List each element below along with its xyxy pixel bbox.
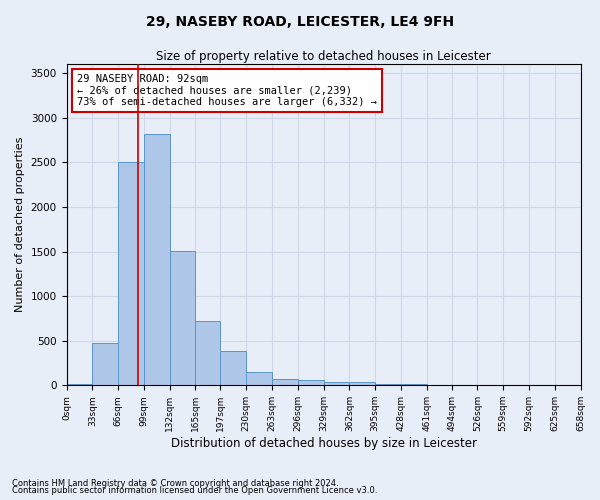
X-axis label: Distribution of detached houses by size in Leicester: Distribution of detached houses by size …: [170, 437, 476, 450]
Bar: [272, 378, 298, 386]
Y-axis label: Number of detached properties: Number of detached properties: [15, 137, 25, 312]
Bar: [170, 250, 196, 386]
Bar: [246, 372, 272, 386]
Bar: [67, 384, 92, 386]
Bar: [220, 350, 246, 386]
Bar: [298, 380, 323, 386]
Bar: [118, 162, 144, 386]
Text: Contains HM Land Registry data © Crown copyright and database right 2024.: Contains HM Land Registry data © Crown c…: [12, 478, 338, 488]
Text: 29 NASEBY ROAD: 92sqm
← 26% of detached houses are smaller (2,239)
73% of semi-d: 29 NASEBY ROAD: 92sqm ← 26% of detached …: [77, 74, 377, 107]
Bar: [144, 134, 170, 386]
Text: 29, NASEBY ROAD, LEICESTER, LE4 9FH: 29, NASEBY ROAD, LEICESTER, LE4 9FH: [146, 15, 454, 29]
Bar: [401, 384, 427, 386]
Bar: [323, 382, 349, 386]
Bar: [196, 321, 220, 386]
Bar: [92, 344, 118, 386]
Bar: [349, 382, 375, 386]
Title: Size of property relative to detached houses in Leicester: Size of property relative to detached ho…: [156, 50, 491, 63]
Bar: [375, 384, 401, 386]
Text: Contains public sector information licensed under the Open Government Licence v3: Contains public sector information licen…: [12, 486, 377, 495]
